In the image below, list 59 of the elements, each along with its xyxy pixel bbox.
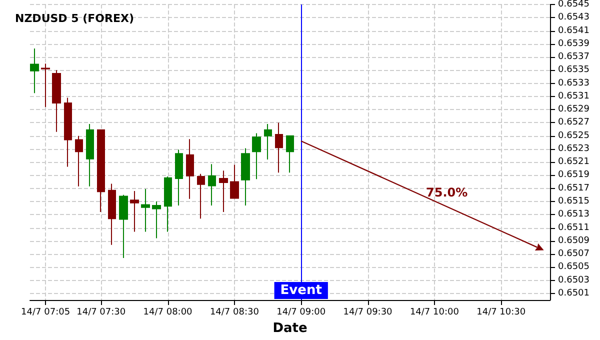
candlestick (197, 173, 205, 220)
y-tick-label: 0.6509 (558, 236, 590, 246)
y-tick-label: 0.6517 (558, 183, 590, 194)
y-tick-label: 0.6537 (558, 52, 590, 62)
x-tick-label: 14/7 09:00 (276, 308, 326, 318)
candlestick (152, 201, 161, 239)
candlestick (164, 176, 172, 232)
y-tick-label: 0.6507 (558, 249, 590, 260)
y-tick-label: 0.6503 (558, 275, 590, 286)
y-tick-label: 0.6545 (558, 0, 590, 10)
y-tick-label: 0.6523 (558, 144, 590, 154)
y-tick-label: 0.6525 (558, 130, 590, 141)
ref-line-label: Event (280, 283, 322, 298)
x-tick-label: 14/7 08:00 (143, 308, 193, 318)
x-tick-label: 14/7 08:30 (210, 308, 260, 318)
annotation: 75.0% (426, 185, 468, 200)
candlestick (219, 170, 228, 213)
candlestick (30, 48, 39, 94)
candlestick (186, 138, 194, 200)
y-tick-label: 0.6529 (558, 104, 590, 115)
candlestick (52, 70, 61, 132)
y-tick-label: 0.6543 (558, 12, 590, 23)
y-tick-label: 0.6527 (558, 118, 590, 128)
y-tick-label: 0.6541 (558, 26, 590, 36)
y-tick-label: 0.6531 (558, 91, 590, 102)
x-tick-label: 14/7 10:30 (476, 308, 526, 318)
candlestick (141, 188, 150, 232)
candlestick (208, 164, 216, 206)
candlestick (252, 132, 261, 180)
candlestick (64, 97, 72, 168)
candlestick (108, 183, 116, 246)
candlestick (75, 135, 83, 187)
candlestick (97, 129, 105, 213)
y-tick-label: 0.6513 (558, 210, 590, 220)
y-tick-label: 0.6505 (558, 262, 590, 272)
candlestick (241, 148, 250, 206)
text: NZDUSD 5 (FOREX) (15, 12, 134, 25)
y-tick-label: 0.6521 (558, 157, 590, 168)
candlestick (130, 190, 139, 232)
y-tick-label: 0.6501 (558, 288, 590, 298)
y-tick-label: 0.6519 (558, 170, 590, 180)
candlestick (286, 135, 294, 174)
candlestick (264, 124, 272, 160)
x-tick-label: 14/7 07:30 (76, 308, 126, 318)
candlestick (175, 149, 183, 206)
y-tick-label: 0.6533 (558, 78, 590, 88)
y-tick-label: 0.6539 (558, 38, 590, 49)
x-tick-label: 14/7 10:00 (410, 308, 460, 318)
candlestick (86, 124, 94, 187)
x-axis-title: Date (272, 321, 308, 336)
candlestick (119, 194, 128, 258)
x-tick-label: 14/7 09:30 (343, 308, 393, 318)
y-tick-label: 0.6515 (558, 196, 590, 206)
candlestick (275, 122, 283, 174)
y-tick-label: 0.6535 (558, 65, 590, 76)
candlestick (41, 63, 50, 108)
x-tick-label: 14/7 07:05 (21, 308, 70, 318)
candlestick (230, 164, 239, 199)
y-tick-label: 0.6511 (558, 222, 590, 233)
